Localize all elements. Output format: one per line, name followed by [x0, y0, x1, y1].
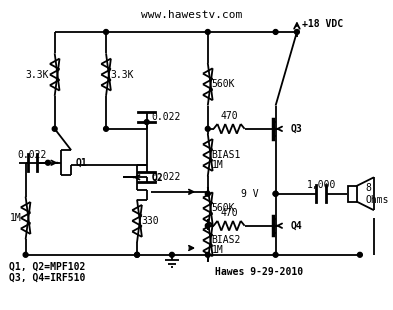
Text: 3.3K: 3.3K [110, 69, 133, 80]
Circle shape [273, 191, 278, 196]
Text: +18 VDC: +18 VDC [302, 19, 343, 29]
Circle shape [294, 29, 299, 34]
Circle shape [206, 252, 210, 257]
Bar [348, 186, 356, 202]
Text: 8
Ohms: 8 Ohms [366, 183, 389, 205]
Text: 560K: 560K [212, 203, 235, 213]
Circle shape [358, 252, 362, 257]
Circle shape [206, 191, 210, 196]
Text: Q3, Q4=IRF510: Q3, Q4=IRF510 [9, 273, 86, 283]
Text: 9 V: 9 V [241, 189, 258, 199]
Text: 560K: 560K [212, 79, 235, 89]
Circle shape [135, 252, 140, 257]
Text: 470: 470 [220, 111, 238, 121]
Circle shape [206, 223, 210, 228]
Text: 1M: 1M [212, 245, 223, 255]
Circle shape [52, 126, 57, 131]
Text: 1M: 1M [212, 160, 223, 170]
Circle shape [273, 252, 278, 257]
Circle shape [169, 252, 174, 257]
Circle shape [206, 126, 210, 131]
Circle shape [206, 29, 210, 34]
Text: 330: 330 [141, 216, 158, 226]
Circle shape [23, 252, 28, 257]
Text: 1,000: 1,000 [307, 180, 336, 190]
Circle shape [144, 120, 149, 125]
Text: 0.022: 0.022 [152, 112, 181, 122]
Text: 3.3K: 3.3K [26, 69, 49, 80]
Text: 0.022: 0.022 [18, 150, 47, 160]
Text: Q2: Q2 [152, 172, 163, 182]
Circle shape [273, 29, 278, 34]
Text: 470: 470 [220, 208, 238, 218]
Circle shape [135, 252, 140, 257]
Circle shape [46, 160, 50, 165]
Circle shape [104, 126, 108, 131]
Text: Q3: Q3 [291, 124, 303, 134]
Text: BIAS1: BIAS1 [212, 150, 241, 160]
Text: 1M: 1M [10, 213, 22, 223]
Text: Q1: Q1 [76, 158, 88, 168]
Circle shape [273, 191, 278, 196]
Text: 0.022: 0.022 [152, 172, 181, 182]
Text: www.hawestv.com: www.hawestv.com [141, 10, 242, 20]
Text: Q1, Q2=MPF102: Q1, Q2=MPF102 [9, 261, 86, 272]
Text: BIAS2: BIAS2 [212, 235, 241, 245]
Circle shape [104, 29, 108, 34]
Text: Q4: Q4 [291, 221, 303, 231]
Text: Hawes 9-29-2010: Hawes 9-29-2010 [215, 267, 303, 277]
